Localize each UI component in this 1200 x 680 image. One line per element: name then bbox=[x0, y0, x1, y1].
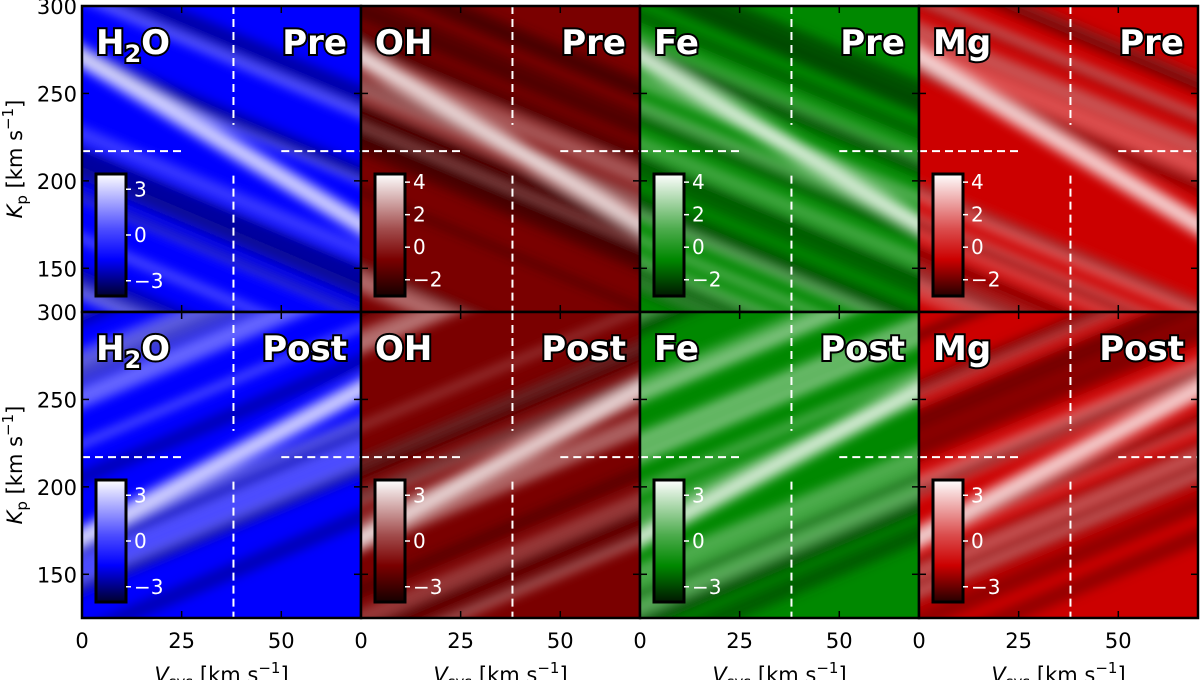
colorbar-tick-label: 0 bbox=[413, 529, 426, 553]
colorbar-tick-label: 0 bbox=[971, 529, 984, 553]
colorbar bbox=[373, 478, 407, 604]
colorbar-tick-label: −3 bbox=[134, 575, 163, 599]
y-axis-label: Kp [km s−1] bbox=[0, 406, 31, 525]
x-tick-label: 0 bbox=[354, 629, 367, 653]
x-tick-label: 50 bbox=[547, 629, 574, 653]
x-axis-label: Vsys [km s−1] bbox=[991, 659, 1125, 680]
colorbar-tick-label: 0 bbox=[134, 529, 147, 553]
colorbar-tick-label: −3 bbox=[692, 575, 721, 599]
epoch-label: Post bbox=[541, 329, 626, 369]
colorbar-tick-label: 0 bbox=[413, 235, 426, 259]
colorbar-tick-label: 3 bbox=[134, 483, 147, 507]
cross-correlation-texture bbox=[82, 6, 361, 312]
epoch-label: Pre bbox=[840, 23, 905, 63]
x-axis-label: Vsys [km s−1] bbox=[433, 659, 567, 680]
x-axis-label: Vsys [km s−1] bbox=[154, 659, 288, 680]
x-tick-label: 0 bbox=[75, 629, 88, 653]
species-label: Fe bbox=[654, 23, 699, 63]
y-tick-label: 150 bbox=[37, 563, 77, 587]
colorbar bbox=[94, 172, 128, 298]
colorbar bbox=[652, 172, 686, 298]
cross-correlation-texture bbox=[361, 6, 640, 312]
species-label: Mg bbox=[933, 329, 991, 369]
species-label: Fe bbox=[654, 329, 699, 369]
panel-3: Mg Pre 4 2 0 −2 bbox=[917, 4, 1200, 314]
epoch-label: Pre bbox=[561, 23, 626, 63]
colorbar-tick-label: 4 bbox=[971, 170, 984, 194]
epoch-label: Post bbox=[1099, 329, 1184, 369]
panel-frame bbox=[917, 310, 1200, 620]
colorbar-tick-label: 3 bbox=[134, 177, 147, 201]
x-tick-label: 25 bbox=[1005, 629, 1032, 653]
y-tick-label: 250 bbox=[37, 388, 77, 412]
colorbar-tick-label: 2 bbox=[692, 203, 705, 227]
panel-6: Fe Post 3 0 −3 bbox=[638, 310, 921, 620]
x-tick-label: 50 bbox=[268, 629, 295, 653]
x-tick-label: 25 bbox=[726, 629, 753, 653]
colorbar bbox=[652, 478, 686, 604]
y-tick-label: 300 bbox=[37, 0, 77, 19]
colorbar-tick-label: 2 bbox=[413, 203, 426, 227]
panel-2: Fe Pre 4 2 0 −2 bbox=[638, 4, 921, 314]
x-tick-label: 0 bbox=[912, 629, 925, 653]
colorbar-tick-label: −3 bbox=[413, 575, 442, 599]
epoch-label: Pre bbox=[1119, 23, 1184, 63]
panel-1: OH Pre 4 2 0 −2 bbox=[359, 4, 642, 314]
x-tick-label: 0 bbox=[633, 629, 646, 653]
colorbar-tick-label: 0 bbox=[692, 235, 705, 259]
panel-7: Mg Post 3 0 −3 bbox=[917, 310, 1200, 620]
colorbar-tick-label: 3 bbox=[971, 483, 984, 507]
colorbar-tick-label: −2 bbox=[413, 268, 442, 292]
colorbar-tick-label: 4 bbox=[413, 170, 426, 194]
panel-5: OH Post 3 0 −3 bbox=[359, 310, 642, 620]
y-tick-label: 300 bbox=[37, 301, 77, 325]
epoch-label: Pre bbox=[282, 23, 347, 63]
epoch-label: Post bbox=[820, 329, 905, 369]
species-label: OH bbox=[375, 329, 432, 369]
colorbar-tick-label: 2 bbox=[971, 203, 984, 227]
x-tick-label: 50 bbox=[826, 629, 853, 653]
y-tick-label: 200 bbox=[37, 170, 77, 194]
y-axis-label: Kp [km s−1] bbox=[0, 100, 31, 219]
colorbar-tick-label: 0 bbox=[692, 529, 705, 553]
colorbar-tick-label: −2 bbox=[971, 268, 1000, 292]
colorbar bbox=[931, 478, 965, 604]
epoch-label: Post bbox=[262, 329, 347, 369]
colorbar-tick-label: −3 bbox=[971, 575, 1000, 599]
colorbar-tick-label: −3 bbox=[134, 269, 163, 293]
x-axis-label: Vsys [km s−1] bbox=[712, 659, 846, 680]
species-label: OH bbox=[375, 23, 432, 63]
y-tick-label: 200 bbox=[37, 476, 77, 500]
colorbar-tick-label: −2 bbox=[692, 268, 721, 292]
y-tick-label: 150 bbox=[37, 257, 77, 281]
colorbar-tick-label: 3 bbox=[413, 483, 426, 507]
colorbar-tick-label: 4 bbox=[692, 170, 705, 194]
colorbar bbox=[931, 172, 965, 298]
x-tick-label: 25 bbox=[168, 629, 195, 653]
colorbar bbox=[373, 172, 407, 298]
x-tick-label: 50 bbox=[1105, 629, 1132, 653]
colorbar-tick-label: 3 bbox=[692, 483, 705, 507]
colorbar-tick-label: 0 bbox=[134, 223, 147, 247]
colorbar-tick-label: 0 bbox=[971, 235, 984, 259]
y-tick-label: 250 bbox=[37, 82, 77, 106]
colorbar bbox=[94, 478, 128, 604]
species-label: Mg bbox=[933, 23, 991, 63]
x-tick-label: 25 bbox=[447, 629, 474, 653]
